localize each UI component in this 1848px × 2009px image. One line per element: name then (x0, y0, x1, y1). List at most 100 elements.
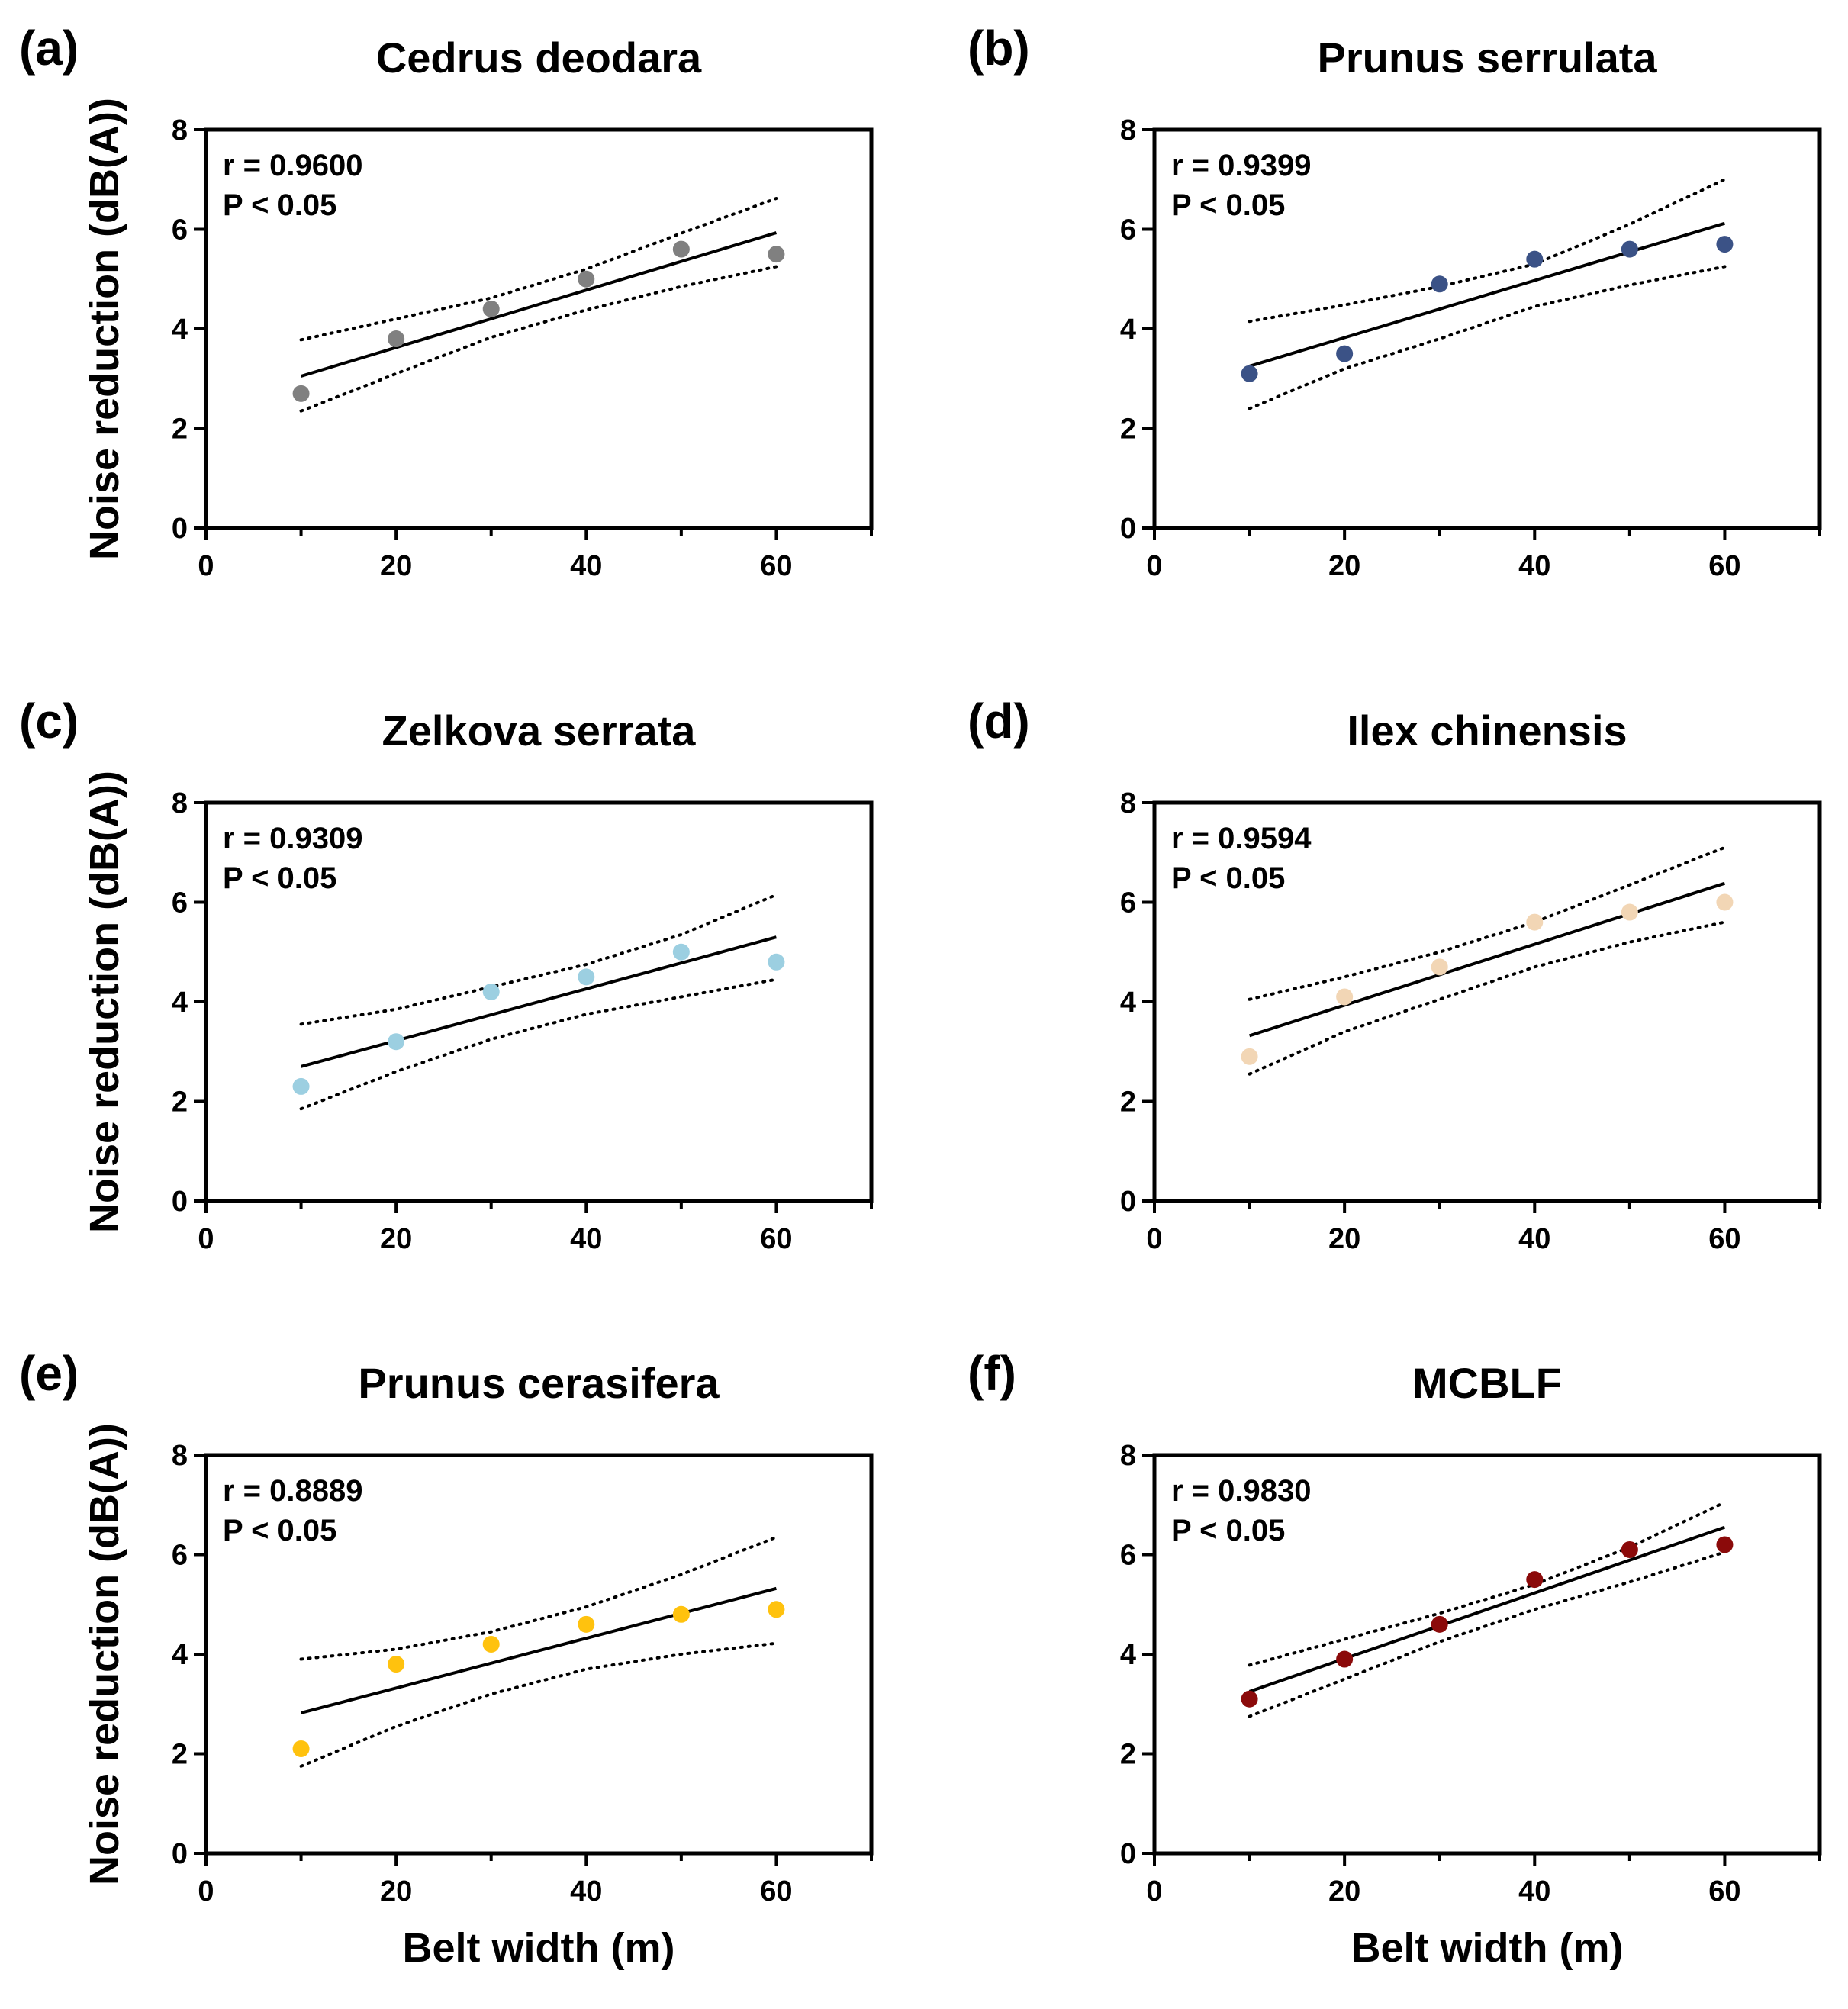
x-tick-label: 0 (198, 550, 214, 582)
y-tick-label: 6 (1120, 214, 1136, 246)
regression-line (1248, 221, 1726, 368)
panel-label: (f) (967, 1346, 1016, 1401)
data-point (768, 1601, 785, 1618)
y-tick-label: 6 (1120, 887, 1136, 919)
data-point (482, 300, 500, 317)
confidence-band-upper (1248, 1500, 1727, 1667)
data-point (578, 1615, 595, 1633)
x-tick-label: 20 (1328, 1875, 1360, 1908)
x-tick-label: 40 (570, 1875, 602, 1908)
x-tick-label: 20 (380, 1223, 412, 1255)
data-point (482, 983, 500, 1000)
correlation-text: r = 0.9399 (1171, 149, 1312, 182)
data-point (388, 1656, 405, 1673)
data-point (482, 1635, 500, 1653)
regression-line (300, 231, 778, 378)
correlation-text: r = 0.9309 (223, 822, 363, 855)
y-tick-label: 4 (172, 314, 188, 346)
y-axis-title: Noise reduction (dB(A)) (82, 771, 127, 1233)
y-tick-label: 2 (172, 414, 188, 446)
data-point (1431, 275, 1448, 293)
y-tick-label: 0 (1120, 1838, 1136, 1870)
chart-title: Cedrus deodara (376, 34, 702, 82)
chart-panel-e: (e) Prunus cerasifera 0 2 4 6 8 0 20 40 60 Noise re… (19, 1346, 874, 1971)
correlation-text: r = 0.9600 (223, 149, 363, 182)
y-tick-label: 2 (1120, 1739, 1136, 1771)
chart-panel-c: (c) Zelkova serrata 0 2 4 6 8 0 20 40 60 Noise redu… (19, 694, 874, 1255)
data-point (1241, 365, 1258, 382)
y-tick-label: 2 (172, 1087, 188, 1119)
y-tick-label: 8 (1120, 1440, 1136, 1472)
y-tick-label: 6 (172, 887, 188, 919)
x-tick-label: 0 (198, 1223, 214, 1255)
y-tick-label: 8 (172, 787, 188, 819)
x-tick-label: 0 (198, 1875, 214, 1908)
y-tick-label: 0 (1120, 1186, 1136, 1218)
data-point (1716, 236, 1734, 253)
data-point (1621, 903, 1638, 921)
x-tick-label: 40 (570, 1223, 602, 1255)
data-point (578, 968, 595, 986)
confidence-band-lower (299, 1641, 778, 1768)
data-point (292, 1077, 310, 1095)
y-tick-label: 0 (1120, 513, 1136, 545)
data-point (1241, 1690, 1258, 1708)
data-point (1431, 1615, 1448, 1633)
data-point (1526, 250, 1544, 268)
p-value-text: P < 0.05 (223, 188, 336, 222)
x-tick-label: 40 (1518, 1223, 1550, 1255)
panel-label: (c) (19, 694, 79, 749)
data-point (388, 1033, 405, 1051)
y-axis-title: Noise reduction (dB(A)) (82, 1423, 127, 1885)
panel-label: (d) (967, 694, 1030, 749)
y-axis-title: Noise reduction (dB(A)) (82, 98, 127, 560)
chart-panel-a: (a) Cedrus deodara 0 2 4 6 8 0 20 40 60 Noise reduc… (19, 21, 874, 582)
chart-title: Prunus cerasifera (358, 1359, 720, 1407)
y-tick-label: 6 (172, 214, 188, 246)
x-tick-label: 60 (760, 1223, 792, 1255)
y-tick-label: 8 (1120, 114, 1136, 146)
x-tick-label: 0 (1146, 1223, 1162, 1255)
data-point (1526, 1571, 1544, 1589)
y-tick-label: 2 (1120, 414, 1136, 446)
x-tick-label: 60 (1708, 550, 1740, 582)
confidence-band-upper (299, 197, 778, 342)
y-tick-label: 0 (172, 1838, 188, 1870)
confidence-band-lower (1248, 1550, 1727, 1718)
confidence-band-upper (299, 1535, 778, 1661)
x-tick-label: 40 (1518, 550, 1550, 582)
panel-label: (a) (19, 21, 79, 76)
x-tick-label: 60 (1708, 1875, 1740, 1908)
x-tick-label: 40 (1518, 1875, 1550, 1908)
data-point (1241, 1048, 1258, 1065)
x-tick-label: 20 (1328, 550, 1360, 582)
confidence-band-upper (299, 893, 778, 1026)
x-tick-label: 20 (1328, 1223, 1360, 1255)
correlation-text: r = 0.9830 (1171, 1474, 1312, 1508)
data-point (1621, 1541, 1638, 1558)
y-tick-label: 8 (172, 114, 188, 146)
x-tick-label: 60 (760, 550, 792, 582)
data-point (768, 246, 785, 263)
chart-panel-f: (f) MCBLF 0 2 4 6 8 0 20 40 60 Belt width (m) r = 0.… (967, 1346, 1822, 1971)
x-tick-label: 60 (760, 1875, 792, 1908)
data-point (672, 240, 690, 258)
p-value-text: P < 0.05 (1171, 1514, 1285, 1547)
data-point (292, 385, 310, 402)
y-tick-label: 6 (1120, 1540, 1136, 1572)
chart-panel-d: (d) Ilex chinensis 0 2 4 6 8 0 20 40 60 r = 0.9594 P… (967, 694, 1822, 1255)
x-tick-label: 20 (380, 1875, 412, 1908)
data-point (292, 1740, 310, 1757)
confidence-band-upper (1248, 178, 1727, 324)
data-point (1716, 1536, 1734, 1553)
x-tick-label: 20 (380, 550, 412, 582)
y-tick-label: 2 (1120, 1087, 1136, 1119)
regression-line (1248, 1525, 1726, 1693)
y-tick-label: 4 (1120, 314, 1136, 346)
confidence-band-lower (1248, 920, 1727, 1076)
x-tick-label: 0 (1146, 550, 1162, 582)
data-point (1336, 988, 1354, 1006)
regression-line (301, 935, 777, 1068)
data-point (672, 1605, 690, 1623)
